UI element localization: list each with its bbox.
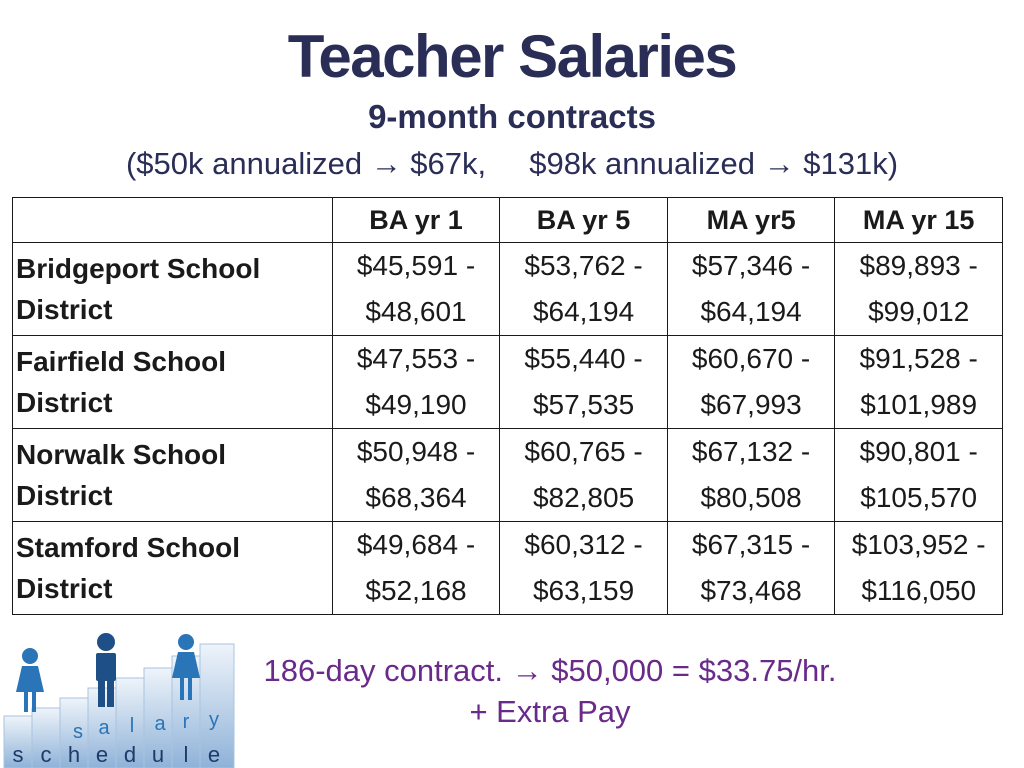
schedule-letters: s c h e d u l e bbox=[13, 742, 221, 767]
svg-text:e: e bbox=[208, 742, 220, 767]
district-name: Stamford School District bbox=[12, 521, 333, 615]
svg-text:h: h bbox=[68, 742, 80, 767]
table-row-norwalk: Norwalk School District $50,948 - $68,364… bbox=[12, 428, 1003, 522]
footer-line-1: 186-day contract. → $50,000 = $33.75/hr. bbox=[263, 653, 837, 688]
svg-text:c: c bbox=[41, 742, 52, 767]
svg-text:s: s bbox=[73, 721, 83, 743]
header-ma-yr15: MA yr 15 bbox=[834, 197, 1003, 243]
svg-text:l: l bbox=[184, 742, 189, 767]
salary-cell: $57,346 - $64,194 bbox=[666, 242, 836, 336]
salary-cell: $60,312 - $63,159 bbox=[499, 521, 668, 615]
footer-line-2: + Extra Pay bbox=[469, 694, 631, 729]
table-row-stamford: Stamford School District $49,684 - $52,16… bbox=[12, 521, 1003, 615]
salary-letters: s a l a r y bbox=[73, 709, 219, 743]
svg-text:r: r bbox=[183, 711, 190, 733]
table-row-bridgeport: Bridgeport School District $45,591 - $48,… bbox=[12, 242, 1003, 336]
header-ma-yr5: MA yr5 bbox=[666, 197, 836, 243]
svg-text:s: s bbox=[13, 742, 24, 767]
contract-footer: 186-day contract. → $50,000 = $33.75/hr.… bbox=[230, 650, 870, 732]
salary-cell: $45,591 - $48,601 bbox=[331, 242, 501, 336]
svg-text:l: l bbox=[130, 715, 134, 737]
salary-cell: $60,670 - $67,993 bbox=[666, 335, 836, 429]
table-header-row: BA yr 1 BA yr 5 MA yr5 MA yr 15 bbox=[12, 197, 1003, 243]
district-name: Bridgeport School District bbox=[12, 242, 333, 336]
district-name: Fairfield School District bbox=[12, 335, 333, 429]
person-icon-middle bbox=[96, 633, 116, 707]
salary-cell: $49,684 - $52,168 bbox=[331, 521, 501, 615]
salary-table: BA yr 1 BA yr 5 MA yr5 MA yr 15 Bridgepo… bbox=[12, 197, 1003, 615]
salary-cell: $60,765 - $82,805 bbox=[499, 428, 668, 522]
salary-cell: $67,315 - $73,468 bbox=[666, 521, 836, 615]
person-icon-right bbox=[172, 634, 200, 700]
page-subtitle: 9-month contracts bbox=[368, 98, 656, 135]
salary-cell: $103,952 - $116,050 bbox=[834, 521, 1003, 615]
salary-cell: $67,132 - $80,508 bbox=[666, 428, 836, 522]
svg-text:d: d bbox=[124, 742, 136, 767]
salary-cell: $50,948 - $68,364 bbox=[331, 428, 501, 522]
svg-text:y: y bbox=[209, 709, 219, 731]
table-row-fairfield: Fairfield School District $47,553 - $49,1… bbox=[12, 335, 1003, 429]
svg-text:a: a bbox=[154, 713, 166, 735]
header-blank-cell bbox=[12, 197, 333, 243]
salary-schedule-logo: s a l a r y s c h e d u l e bbox=[3, 633, 235, 768]
header-ba-yr1: BA yr 1 bbox=[331, 197, 501, 243]
svg-text:u: u bbox=[152, 742, 164, 767]
page-title: Teacher Salaries bbox=[287, 23, 738, 90]
district-name: Norwalk School District bbox=[12, 428, 333, 522]
header-ba-yr5: BA yr 5 bbox=[499, 197, 668, 243]
salary-cell: $90,801 - $105,570 bbox=[834, 428, 1003, 522]
annualized-note: ($50k annualized → $67k, $98k annualized… bbox=[125, 146, 899, 181]
salary-cell: $47,553 - $49,190 bbox=[331, 335, 501, 429]
salary-cell: $53,762 - $64,194 bbox=[499, 242, 668, 336]
svg-text:a: a bbox=[98, 717, 110, 739]
salary-cell: $55,440 - $57,535 bbox=[499, 335, 668, 429]
svg-text:e: e bbox=[96, 742, 108, 767]
salary-cell: $89,893 - $99,012 bbox=[834, 242, 1003, 336]
bar-columns bbox=[3, 643, 235, 768]
salary-cell: $91,528 - $101,989 bbox=[834, 335, 1003, 429]
person-icon-left bbox=[16, 648, 44, 712]
